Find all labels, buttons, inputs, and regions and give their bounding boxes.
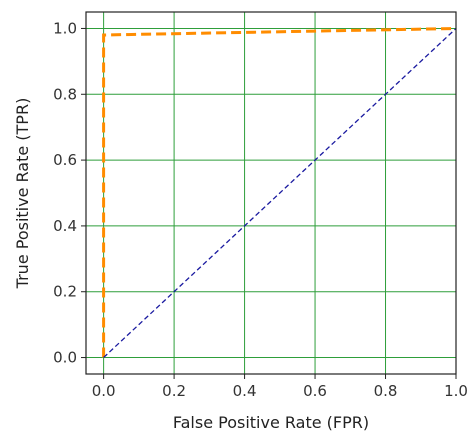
y-tick-label: 0.8 <box>53 85 77 103</box>
x-tick-label: 0.8 <box>374 382 398 400</box>
y-tick-label: 1.0 <box>53 19 77 37</box>
grid <box>86 12 457 374</box>
y-tick-label: 0.2 <box>53 283 77 301</box>
x-tick-label: 0.4 <box>233 382 257 400</box>
series-layer <box>102 27 457 358</box>
y-tick-label: 0.0 <box>53 349 77 367</box>
chance-diagonal-line <box>103 28 457 358</box>
y-tick-label: 0.6 <box>53 151 77 169</box>
ticks: 0.0 0.2 0.4 0.6 0.8 1.0 0.0 0.2 0.4 0.6 0.8 1.0 <box>53 19 468 400</box>
y-axis-label: True Positive Rate (TPR) <box>13 98 32 290</box>
plot-frame <box>85 11 457 375</box>
roc-curve-line <box>102 27 457 358</box>
x-tick-label: 0.2 <box>162 382 186 400</box>
x-tick-label: 0.0 <box>92 382 116 400</box>
x-axis-label: False Positive Rate (FPR) <box>173 413 369 432</box>
x-tick-label: 0.6 <box>303 382 327 400</box>
y-tick-label: 0.4 <box>53 217 77 235</box>
x-tick-label: 1.0 <box>444 382 468 400</box>
